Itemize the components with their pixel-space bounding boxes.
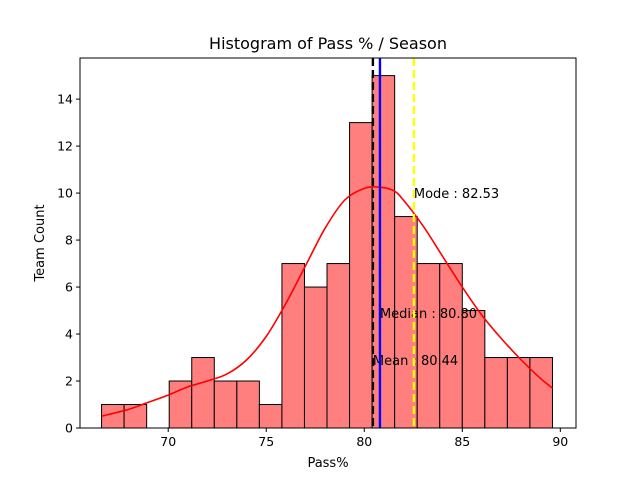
histogram-bar <box>484 357 508 429</box>
histogram-bar <box>461 310 486 429</box>
y-tick-label: 6 <box>65 280 73 295</box>
histogram-bar <box>213 380 238 429</box>
y-tick-label: 4 <box>65 327 73 342</box>
median-label: Median : 80.80 <box>380 307 477 322</box>
kde-curve <box>101 186 553 418</box>
plot-area: Mean : 80.44 Median : 80.80 Mode : 82.53 <box>101 58 553 429</box>
histogram-bar <box>236 380 260 429</box>
y-axis-label: Team Count <box>33 204 48 282</box>
histogram-bar <box>168 380 193 429</box>
y-tick-label: 10 <box>57 186 73 201</box>
x-tick-label: 75 <box>258 434 274 449</box>
histogram-bar <box>529 357 553 429</box>
y-tick-label: 2 <box>65 374 73 389</box>
chart-title: Histogram of Pass % / Season <box>209 34 447 53</box>
x-tick-label: 90 <box>552 434 568 449</box>
y-axis: 0 2 4 6 8 10 12 14 <box>57 92 80 436</box>
x-axis-label: Pass% <box>307 456 348 471</box>
y-tick-label: 12 <box>57 139 73 154</box>
y-tick-label: 0 <box>65 421 73 436</box>
x-tick-label: 80 <box>356 434 372 449</box>
histogram-bar <box>371 75 396 429</box>
histogram-bar <box>326 263 351 429</box>
histogram-bar <box>416 263 441 429</box>
histogram-bar <box>191 357 215 429</box>
x-tick-label: 85 <box>454 434 470 449</box>
histogram-bar <box>303 286 328 429</box>
histogram-bar <box>123 404 148 429</box>
histogram-bar <box>506 357 531 429</box>
y-tick-label: 14 <box>57 92 73 107</box>
axes-frame <box>79 57 577 429</box>
histogram-bar <box>258 404 283 429</box>
x-axis: 70 75 80 85 90 <box>160 428 568 449</box>
mean-label: Mean : 80.44 <box>373 354 458 369</box>
histogram-bar <box>439 263 463 429</box>
mode-label: Mode : 82.53 <box>414 187 499 202</box>
x-tick-label: 70 <box>160 434 176 449</box>
histogram-bar <box>101 404 125 429</box>
histogram-bar <box>349 122 373 429</box>
y-tick-label: 8 <box>65 233 73 248</box>
